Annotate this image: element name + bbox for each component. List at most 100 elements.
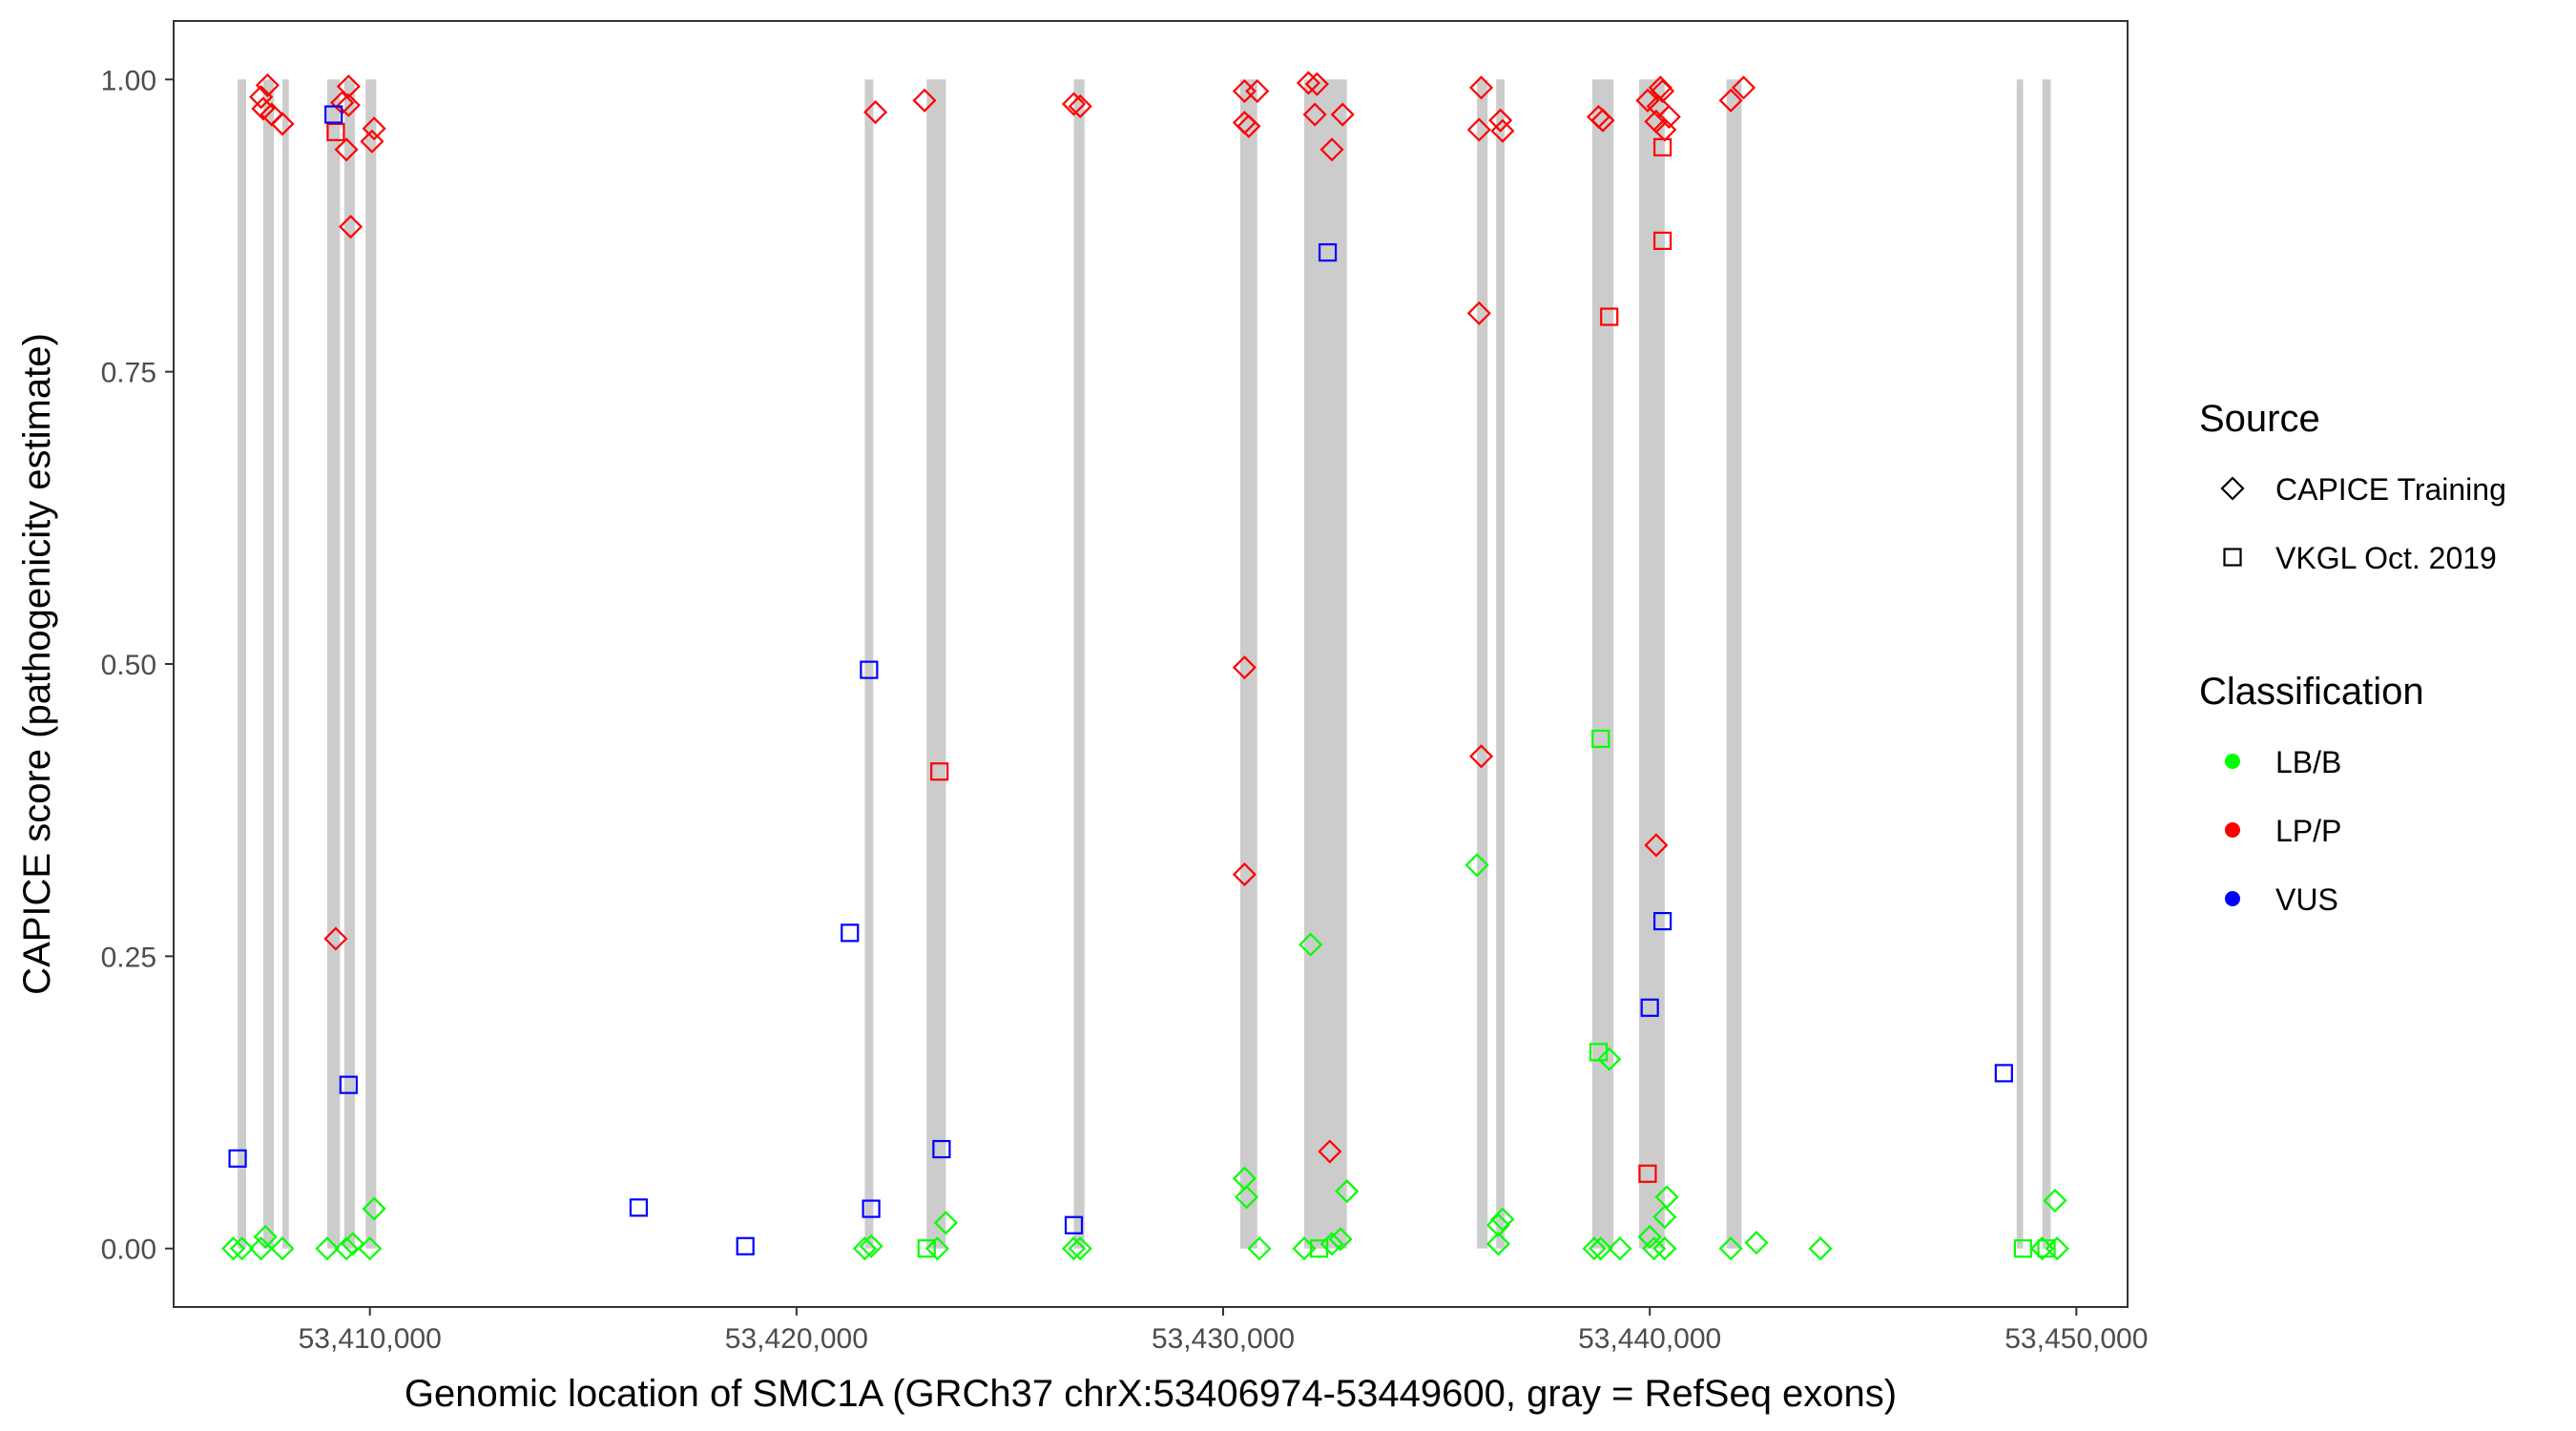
data-point (1488, 108, 1513, 133)
x-axis-title: Genomic location of SMC1A (GRCh37 chrX:5… (405, 1373, 1897, 1415)
data-point (1485, 1213, 1510, 1237)
data-point (336, 74, 361, 99)
data-point (1235, 1185, 1259, 1210)
data-point (917, 1239, 936, 1258)
legend-title: Classification (2199, 671, 2424, 713)
data-point (362, 116, 386, 141)
data-point (1232, 655, 1257, 680)
y-tick-label: 0.75 (101, 358, 156, 389)
x-tick-label: 53,430,000 (1152, 1323, 1295, 1355)
exon-band (926, 79, 946, 1249)
exon-band (326, 79, 341, 1249)
data-point (1718, 88, 1743, 113)
data-point (1744, 1231, 1769, 1255)
data-point (912, 88, 937, 113)
legend-source: Source CAPICE Training VKGL Oct. 2019 (2199, 398, 2506, 575)
data-point (341, 1232, 365, 1256)
data-point (1656, 104, 1681, 130)
x-tick-label: 53,440,000 (1578, 1323, 1721, 1355)
data-point (358, 1236, 383, 1261)
data-point (1068, 93, 1092, 119)
exon-band (282, 79, 289, 1249)
data-points (221, 71, 2069, 1261)
data-point (1635, 88, 1660, 113)
legend-classification: Classification LB/B LP/P VUS (2199, 671, 2424, 917)
data-point (2043, 1188, 2067, 1213)
y-tick-label: 1.00 (101, 65, 156, 96)
data-point (1808, 1236, 1833, 1261)
data-point (1465, 853, 1489, 878)
data-point (1232, 862, 1257, 887)
data-point (1718, 1236, 1743, 1261)
data-point (1304, 72, 1329, 96)
data-point (1591, 729, 1610, 749)
data-point (1468, 75, 1494, 100)
data-point (1652, 231, 1672, 250)
exon-band (1477, 79, 1488, 1249)
series-lb-b (221, 729, 2069, 1261)
data-point (1328, 1227, 1353, 1252)
data-point (255, 73, 280, 97)
data-point (324, 105, 343, 124)
data-point (2037, 1239, 2056, 1258)
x-tick-label: 53,410,000 (299, 1323, 442, 1355)
data-point (228, 1149, 247, 1168)
data-point (860, 660, 879, 679)
data-point (1485, 1232, 1510, 1256)
data-point (933, 1211, 958, 1235)
data-point (1652, 137, 1672, 156)
data-point (334, 137, 359, 162)
x-tick-label: 53,450,000 (2005, 1323, 2148, 1355)
legend-label: VKGL Oct. 2019 (2275, 541, 2497, 575)
data-point (1600, 307, 1619, 326)
data-point (229, 1236, 255, 1261)
legend-key-square (2223, 548, 2242, 567)
exon-band (1639, 79, 1665, 1249)
data-point (1068, 1236, 1092, 1261)
exon-band (1496, 79, 1506, 1249)
data-point (1245, 78, 1270, 104)
legend-key-dot (2225, 822, 2240, 838)
exon-band (1591, 79, 1614, 1249)
data-point (315, 1236, 340, 1261)
data-point (221, 1236, 246, 1261)
data-point (1652, 1236, 1677, 1261)
data-point (1061, 1236, 1087, 1261)
x-axis: 53,410,000 53,420,000 53,430,000 53,440,000… (299, 1307, 2148, 1355)
exon-band (1073, 79, 1085, 1249)
data-point (1490, 118, 1515, 143)
exon-band (1239, 79, 1257, 1249)
data-point (736, 1236, 755, 1255)
data-point (1490, 1207, 1515, 1232)
data-point (360, 129, 384, 154)
data-point (1061, 92, 1087, 116)
exon-band (1303, 79, 1347, 1249)
exon-band (343, 79, 356, 1249)
data-point (1637, 1224, 1662, 1250)
legend-key-dot (2225, 891, 2240, 906)
data-point (1590, 108, 1615, 133)
legend-label: VUS (2275, 882, 2338, 917)
data-point (1597, 1047, 1622, 1071)
data-point (1466, 117, 1491, 142)
x-tick-label: 53,420,000 (725, 1323, 868, 1355)
data-point (1642, 1236, 1667, 1261)
legend-key-dot (2225, 754, 2240, 769)
legend-label: CAPICE Training (2275, 472, 2506, 507)
data-point (253, 1224, 278, 1250)
legend-label: LB/B (2275, 745, 2341, 779)
y-tick-label: 0.50 (101, 650, 156, 681)
data-point (1468, 744, 1494, 769)
exon-band (2016, 79, 2024, 1249)
data-point (1652, 1205, 1677, 1230)
data-point (323, 926, 348, 951)
data-point (1589, 1236, 1613, 1261)
exon-band (238, 79, 247, 1249)
data-point (1064, 1215, 1084, 1234)
data-point (336, 93, 361, 117)
data-point (1335, 1179, 1360, 1204)
data-point (1298, 932, 1323, 957)
series-vus (228, 105, 2013, 1255)
data-point (1296, 71, 1321, 95)
